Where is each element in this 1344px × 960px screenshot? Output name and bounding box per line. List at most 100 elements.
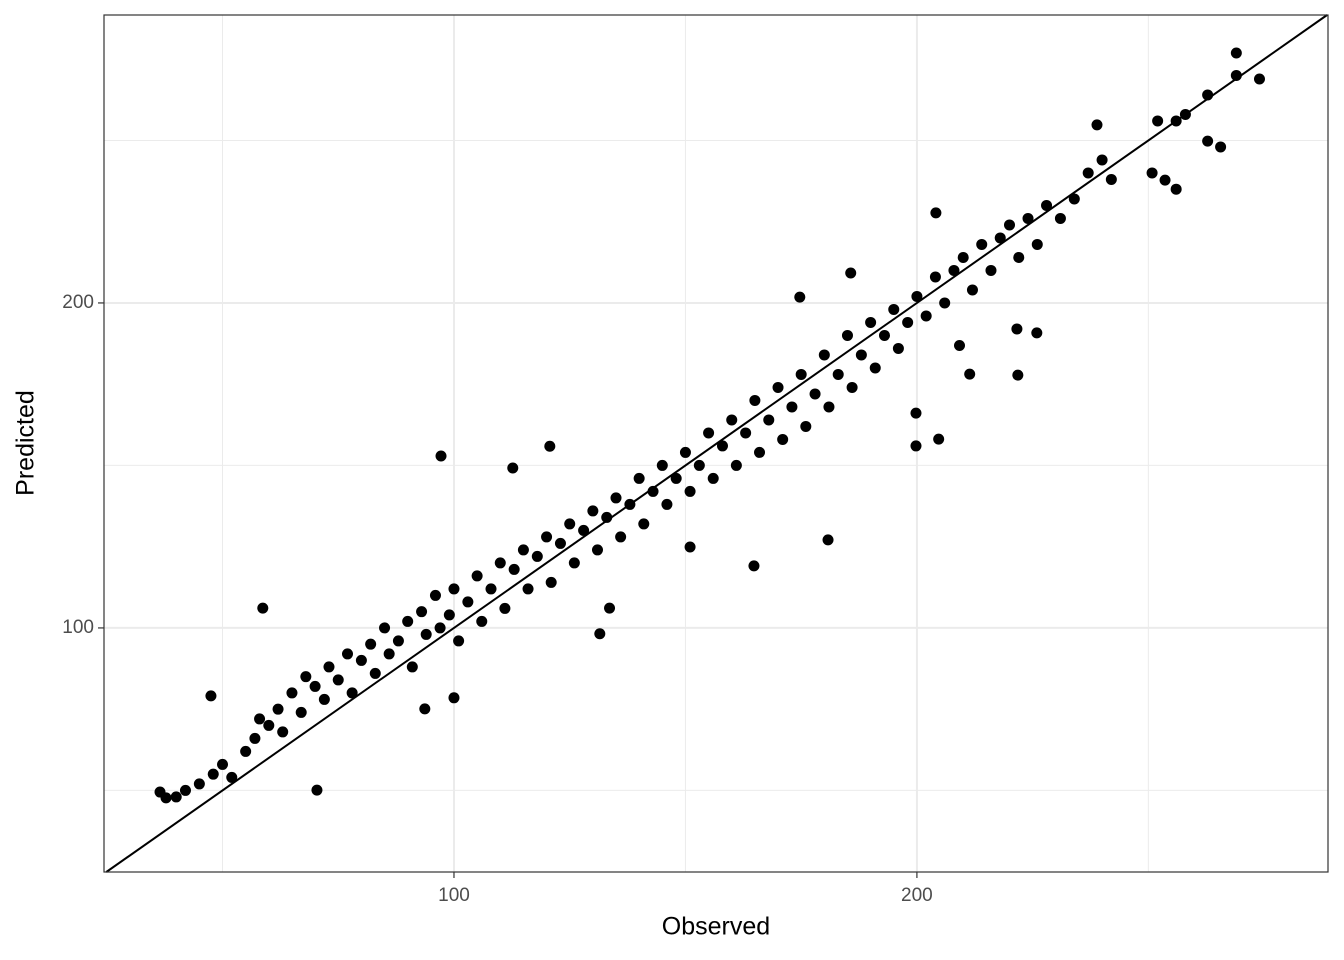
point — [541, 531, 553, 543]
point — [499, 602, 511, 614]
point — [591, 544, 603, 556]
identity-line — [105, 14, 1328, 873]
point — [954, 340, 966, 352]
point — [435, 450, 447, 462]
point — [809, 388, 821, 400]
point — [911, 290, 923, 302]
point — [578, 524, 590, 536]
point — [670, 472, 682, 484]
point — [763, 414, 775, 426]
point — [855, 349, 867, 361]
point — [522, 583, 534, 595]
point — [160, 792, 172, 804]
point — [910, 407, 922, 419]
point — [311, 784, 323, 796]
point — [179, 784, 191, 796]
point — [748, 560, 760, 572]
point — [1146, 167, 1158, 179]
point — [207, 768, 219, 780]
point — [531, 550, 543, 562]
point — [693, 459, 705, 471]
point — [508, 563, 520, 575]
point — [507, 462, 519, 474]
point — [749, 394, 761, 406]
point — [318, 693, 330, 705]
point — [902, 316, 914, 328]
point — [985, 264, 997, 276]
point — [1096, 154, 1108, 166]
points — [105, 14, 1328, 873]
point — [1054, 212, 1066, 224]
point — [1082, 167, 1094, 179]
point — [419, 703, 431, 715]
point — [587, 505, 599, 517]
point — [554, 537, 566, 549]
point — [1012, 369, 1024, 381]
point — [323, 661, 335, 673]
point — [1011, 323, 1023, 335]
point — [869, 362, 881, 374]
point — [471, 570, 483, 582]
point — [684, 485, 696, 497]
point — [240, 745, 252, 757]
point — [568, 557, 580, 569]
point — [794, 291, 806, 303]
point — [453, 635, 465, 647]
y-tick-label: 200 — [62, 292, 94, 313]
point — [355, 654, 367, 666]
point — [277, 726, 289, 738]
point — [795, 368, 807, 380]
point — [170, 791, 182, 803]
axes: 100 200 100 200 — [62, 292, 932, 906]
point — [966, 284, 978, 296]
point — [1215, 141, 1227, 153]
point — [647, 485, 659, 497]
point — [420, 628, 432, 640]
point — [332, 674, 344, 686]
point — [822, 534, 834, 546]
point — [476, 615, 488, 627]
point — [365, 638, 377, 650]
point — [892, 342, 904, 354]
point — [544, 440, 556, 452]
point — [462, 596, 474, 608]
point — [1152, 115, 1164, 127]
point — [1068, 193, 1080, 205]
x-axis-title: Observed — [662, 913, 770, 941]
point — [564, 518, 576, 530]
point — [957, 251, 969, 263]
point — [930, 207, 942, 219]
point — [205, 690, 217, 702]
point — [716, 440, 728, 452]
point — [494, 557, 506, 569]
point — [517, 544, 529, 556]
panel-border — [103, 14, 1329, 873]
point — [383, 648, 395, 660]
point — [379, 622, 391, 634]
point — [226, 771, 238, 783]
point — [272, 703, 284, 715]
point — [633, 472, 645, 484]
point — [703, 427, 715, 439]
point — [841, 329, 853, 341]
y-tick-label: 100 — [62, 617, 94, 638]
point — [730, 459, 742, 471]
point — [740, 427, 752, 439]
point — [1022, 212, 1034, 224]
point — [406, 661, 418, 673]
point — [416, 606, 428, 618]
point — [615, 531, 627, 543]
point — [1013, 251, 1025, 263]
point — [656, 459, 668, 471]
point — [920, 310, 932, 322]
point — [257, 602, 269, 614]
point — [1253, 73, 1265, 85]
point — [777, 433, 789, 445]
y-axis-title: Predicted — [12, 390, 40, 496]
point — [286, 687, 298, 699]
point — [249, 732, 261, 744]
point — [754, 446, 766, 458]
point — [263, 719, 275, 731]
point — [448, 583, 460, 595]
